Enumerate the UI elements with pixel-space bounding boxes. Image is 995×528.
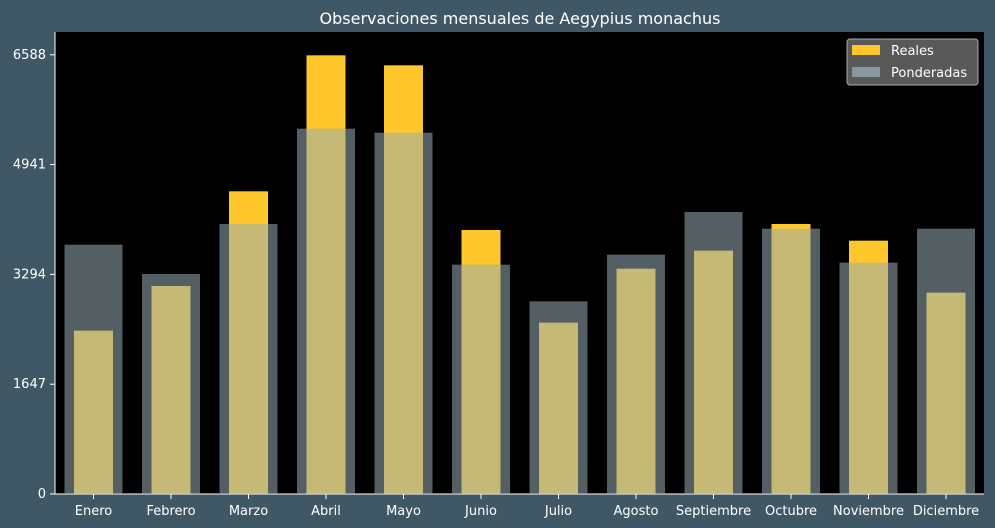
series-ponderadas-bars	[64, 128, 975, 494]
y-tick-label: 1647	[13, 377, 46, 392]
bar-ponderadas-septiembre	[684, 212, 743, 494]
legend-label-reales: Reales	[891, 44, 934, 59]
x-tick-label: Noviembre	[833, 504, 904, 519]
x-tick-label: Enero	[75, 504, 113, 519]
legend-swatch-reales	[852, 45, 880, 55]
x-tick-label: Abril	[311, 504, 341, 519]
x-tick-label: Octubre	[765, 504, 817, 519]
bar-ponderadas-junio	[452, 264, 510, 494]
plot-area	[55, 32, 984, 494]
x-tick-label: Septiembre	[676, 504, 751, 519]
bar-ponderadas-abril	[297, 128, 355, 494]
x-tick-label: Marzo	[229, 504, 268, 519]
y-axis: 0 1647 3294 4941 6588	[13, 32, 56, 502]
x-tick-label: Febrero	[146, 504, 195, 519]
legend: Reales Ponderadas	[846, 38, 979, 86]
x-axis: Enero Febrero Marzo Abril Mayo Junio Julio Agos…	[55, 493, 984, 519]
bar-ponderadas-marzo	[219, 224, 278, 494]
bar-ponderadas-diciembre	[917, 228, 975, 494]
y-tick-label: 6588	[13, 48, 46, 63]
bar-ponderadas-enero	[64, 244, 123, 494]
y-tick-label: 4941	[13, 158, 46, 173]
y-tick-label: 0	[38, 487, 46, 502]
bar-ponderadas-mayo	[374, 132, 433, 494]
bar-ponderadas-febrero	[142, 274, 200, 494]
bar-ponderadas-octubre	[762, 228, 820, 494]
y-tick-label: 3294	[13, 267, 46, 282]
legend-swatch-ponderadas	[852, 67, 880, 77]
bar-ponderadas-julio	[529, 301, 588, 494]
x-tick-label: Diciembre	[913, 504, 979, 519]
x-tick-label: Julio	[544, 504, 572, 519]
legend-label-ponderadas: Ponderadas	[891, 66, 967, 81]
x-tick-label: Junio	[464, 504, 497, 519]
bar-ponderadas-agosto	[607, 254, 665, 494]
x-tick-label: Agosto	[614, 504, 659, 519]
chart-title: Observaciones mensuales de Aegypius mona…	[320, 9, 721, 28]
bar-ponderadas-noviembre	[839, 262, 898, 494]
x-tick-label: Mayo	[386, 504, 421, 519]
